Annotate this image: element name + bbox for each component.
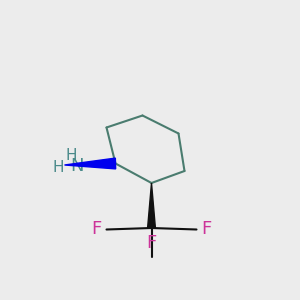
Text: N: N [70, 157, 83, 175]
Text: H: H [65, 148, 77, 163]
Text: H: H [52, 160, 64, 175]
Polygon shape [148, 183, 155, 228]
Text: F: F [201, 220, 211, 238]
Text: F: F [92, 220, 102, 238]
Polygon shape [64, 158, 116, 169]
Text: F: F [146, 234, 157, 252]
